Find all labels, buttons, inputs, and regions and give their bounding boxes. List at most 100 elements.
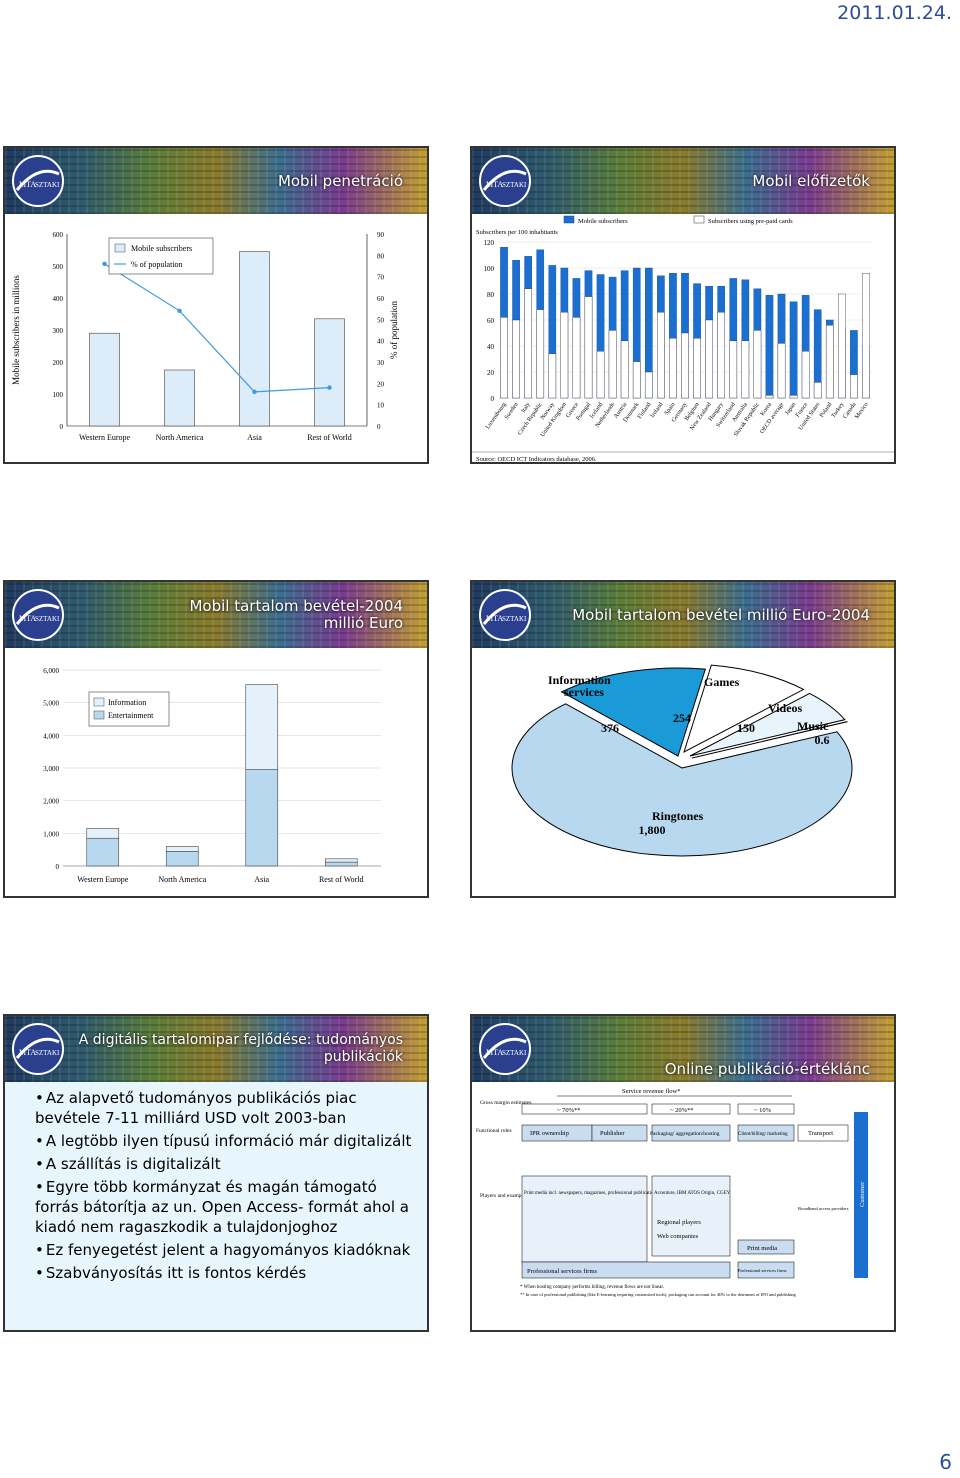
slide-mobile-penetration: MTA SZTAKI Mobil penetráció 0 100 200 300 400…	[3, 146, 429, 464]
slide-content-revenue-pie: MTA SZTAKI Mobil tartalom bevétel millió …	[470, 580, 896, 898]
y-tick-label: 600	[53, 231, 64, 239]
y-tick-label: 0	[56, 863, 60, 871]
row-label-roles: Functional roles	[476, 1128, 512, 1134]
pie-label: Ringtones	[652, 809, 704, 823]
bar-prepaid	[813, 382, 822, 399]
y2-tick-label: 40	[377, 338, 385, 346]
x-tick-label: Rest of World	[319, 875, 364, 884]
svg-text:SZTAKI: SZTAKI	[502, 181, 527, 189]
bar	[89, 332, 120, 427]
slide-title-line2: millió Euro	[323, 614, 403, 632]
player-label: Professional services firms	[738, 1268, 787, 1273]
slide-header: MTA SZTAKI Mobil tartalom bevétel millió …	[472, 582, 894, 648]
date-header: 2011.01.24.	[837, 2, 952, 24]
chart-area: 0 1,000 2,000 3,000 4,000 5,000 6,000 Western E…	[5, 648, 427, 896]
bar-information	[324, 861, 358, 867]
bar-prepaid	[620, 340, 629, 399]
bar-prepaid	[572, 317, 581, 399]
y-tick-label: 20	[487, 369, 495, 377]
legend-box	[88, 691, 170, 727]
y-tick-label: 100	[53, 391, 64, 399]
y-tick-label: 500	[53, 263, 64, 271]
bullet-item: Az alapvető tudományos publikációs piac …	[35, 1088, 417, 1128]
role-label: Transport	[808, 1130, 833, 1137]
bar	[314, 318, 345, 427]
bar-prepaid	[705, 319, 713, 399]
y-tick-label: 200	[53, 359, 64, 367]
bar-entertainment	[86, 828, 120, 839]
customer-label: Customer	[859, 1181, 866, 1207]
plot-background	[25, 218, 410, 454]
x-tick-label: Asia	[254, 875, 269, 884]
bar-prepaid	[801, 350, 810, 399]
slide-title: Mobil penetráció	[277, 171, 403, 190]
y-tick-label: 6,000	[43, 667, 59, 675]
legend-label: Entertainment	[108, 711, 154, 720]
slide-content-revenue: MTA SZTAKI Mobil tartalom bevétel-2004 mi…	[3, 580, 429, 898]
slide-title: Online publikáció-értéklánc	[664, 1060, 870, 1078]
slide-header: MTA SZTAKI A digitális tartalomipar fejlő…	[5, 1016, 427, 1082]
bar-prepaid	[862, 273, 870, 399]
y-tick-label: 300	[53, 327, 64, 335]
series-line	[104, 263, 330, 393]
role-label: IPR ownership	[530, 1130, 569, 1137]
bullet-item: Egyre több kormányzat és magán támogató …	[35, 1177, 417, 1237]
slide-mobile-subscribers: MTA SZTAKI Mobil előfizetők Mobile subscr…	[470, 146, 896, 464]
diagram-header: Service revenue flow*	[622, 1088, 680, 1095]
svg-text:MTA: MTA	[19, 614, 36, 623]
bar-prepaid	[789, 395, 798, 399]
slide-title: A digitális tartalomipar fejlődése: tudo…	[79, 1016, 403, 1082]
legend-label: Information	[108, 698, 146, 707]
bullet-item: Szabványosítás itt is fontos kérdés	[35, 1263, 417, 1283]
bar-entertainment	[165, 846, 199, 852]
bar-prepaid	[657, 311, 665, 399]
y2-tick-label: 50	[377, 316, 385, 324]
slide-header: MTA SZTAKI Online publikáció-értéklánc	[472, 1016, 894, 1082]
footnote: ** In case of professional publishing (l…	[520, 1292, 797, 1298]
legend-swatch	[114, 243, 126, 253]
x-tick-label: North America	[158, 875, 206, 884]
chart-area: Mobile subscribers Subscribers using pre-…	[472, 214, 894, 462]
pie-label: Videos	[768, 701, 803, 715]
y-tick-label: 4,000	[43, 732, 59, 740]
svg-text:MTA: MTA	[486, 1048, 503, 1057]
pie-value-label: 254	[673, 711, 691, 725]
bar-entertainment	[245, 684, 279, 770]
row-label-margins: Gross margin estimates	[480, 1100, 532, 1106]
bar-prepaid	[741, 340, 750, 399]
legend-box	[108, 237, 214, 275]
row-label-players: Players and examples	[480, 1193, 528, 1199]
y-axis-label: Mobile subscribers in millions	[11, 275, 21, 385]
bar-prepaid	[608, 330, 617, 399]
role-label: Client/billing/ marketing	[738, 1132, 788, 1137]
pie-slice	[691, 721, 848, 759]
x-tick-label: Western Europe	[79, 433, 131, 442]
role-label: Packaging/ aggregation/hosting	[650, 1131, 720, 1137]
y2-tick-label: 80	[377, 252, 385, 260]
bar-prepaid	[777, 343, 786, 399]
margin-label: ~ 20%**	[670, 1107, 694, 1114]
bar-prepaid	[548, 353, 557, 399]
bar-prepaid	[850, 374, 858, 399]
bullet-area: Az alapvető tudományos publikációs piac …	[5, 1082, 427, 1330]
svg-text:MTA: MTA	[486, 614, 503, 623]
pie-slice	[511, 703, 853, 857]
content-revenue-chart: 0 1,000 2,000 3,000 4,000 5,000 6,000 Western E…	[23, 652, 406, 890]
slide-title: Mobil előfizetők	[752, 171, 870, 190]
oecd-subscribers-chart: Mobile subscribers Subscribers using pre-…	[472, 214, 894, 462]
margin-label: ~ 70%**	[557, 1107, 581, 1114]
y2-tick-label: 10	[377, 402, 385, 410]
y-tick-label: 3,000	[43, 765, 59, 773]
slide-header: MTA SZTAKI Mobil előfizetők	[472, 148, 894, 214]
bar-information	[245, 769, 279, 867]
x-tick-label: Asia	[247, 433, 262, 442]
bar	[164, 369, 195, 427]
bar-prepaid	[693, 337, 701, 399]
slide-header: MTA SZTAKI Mobil tartalom bevétel-2004 mi…	[5, 582, 427, 648]
bar-prepaid	[717, 311, 726, 399]
